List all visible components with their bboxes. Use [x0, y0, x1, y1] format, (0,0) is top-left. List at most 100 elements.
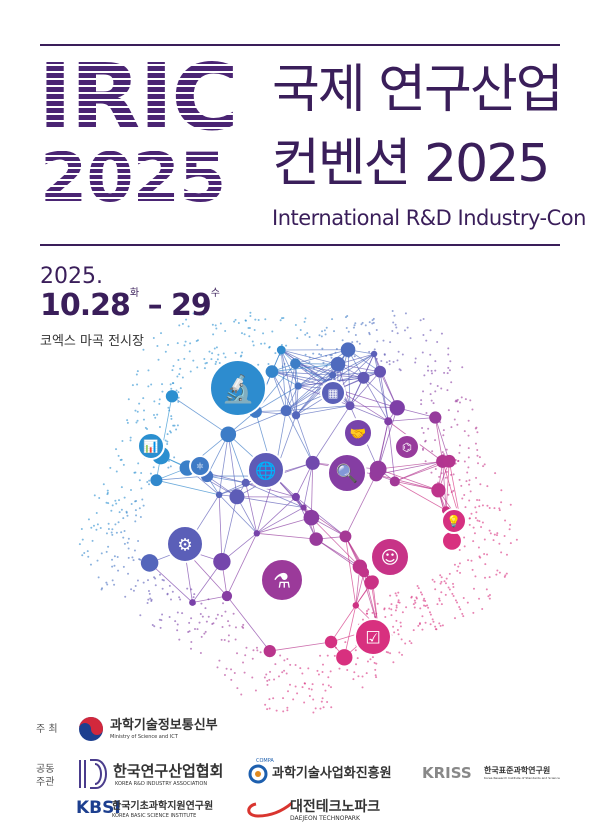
halo-dot — [118, 499, 121, 502]
halo-dot — [174, 620, 177, 623]
halo-dot — [259, 651, 262, 654]
halo-dot — [90, 526, 93, 529]
halo-dot — [224, 329, 227, 332]
halo-dot — [395, 604, 398, 607]
network-link — [218, 434, 229, 495]
halo-dot — [375, 662, 378, 665]
halo-dot — [115, 470, 118, 473]
halo-dot — [120, 508, 123, 511]
halo-dot — [371, 611, 374, 614]
halo-dot — [422, 334, 425, 337]
halo-dot — [447, 366, 450, 369]
network-node — [448, 536, 459, 547]
halo-dot — [496, 569, 499, 572]
network-node — [253, 530, 260, 537]
halo-dot — [117, 521, 120, 524]
atom-icon: ⚛ — [196, 462, 205, 473]
halo-dot — [433, 580, 436, 583]
halo-dot — [188, 350, 191, 353]
halo-dot — [154, 416, 157, 419]
halo-dot — [422, 448, 425, 451]
halo-dot — [169, 465, 172, 468]
halo-dot — [178, 596, 181, 599]
halo-dot — [199, 652, 202, 655]
halo-dot — [236, 652, 239, 655]
halo-dot — [440, 387, 443, 390]
halo-dot — [107, 545, 110, 548]
network-node — [389, 476, 400, 487]
halo-dot — [429, 353, 432, 356]
halo-dot — [87, 555, 90, 558]
network-node — [291, 492, 300, 502]
network-node — [241, 478, 250, 487]
halo-dot — [136, 383, 139, 386]
halo-dot — [136, 370, 139, 373]
halo-dot — [470, 559, 473, 562]
network-link — [171, 395, 229, 435]
halo-dot — [382, 339, 385, 342]
halo-dot — [447, 409, 450, 412]
halo-dot — [106, 583, 109, 586]
halo-dot — [428, 611, 431, 614]
halo-dot — [321, 697, 324, 700]
halo-dot — [266, 708, 269, 711]
halo-dot — [216, 613, 219, 616]
cohost-kriss-sub: Korea Research Institute of Standards an… — [484, 776, 560, 780]
halo-dot — [388, 363, 391, 366]
halo-dot — [446, 372, 449, 375]
halo-dot — [458, 451, 461, 454]
network-node — [442, 454, 456, 468]
halo-dot — [106, 489, 109, 492]
halo-dot — [244, 654, 247, 657]
halo-dot — [283, 659, 286, 662]
halo-dot — [399, 621, 402, 624]
network-node — [305, 455, 320, 470]
halo-dot — [368, 321, 371, 324]
network-link — [285, 374, 333, 411]
network-link — [256, 507, 304, 534]
halo-dot — [184, 340, 187, 343]
halo-dot — [280, 343, 283, 346]
network-node — [291, 411, 301, 420]
halo-dot — [329, 670, 332, 673]
halo-dot — [248, 326, 251, 329]
halo-dot — [445, 448, 448, 451]
halo-dot — [443, 371, 446, 374]
halo-dot — [219, 322, 222, 325]
halo-dot — [321, 663, 324, 666]
network-link — [377, 407, 398, 470]
cohost-kria-sub: KOREA R&D INDUSTRY ASSOCIATION — [115, 781, 208, 787]
halo-dot — [485, 588, 488, 591]
halo-dot — [467, 419, 470, 422]
halo-dot — [170, 415, 173, 418]
halo-dot — [504, 519, 507, 522]
halo-dot — [394, 609, 397, 612]
halo-dot — [222, 352, 225, 355]
network-node — [229, 489, 245, 505]
brain-head-node — [370, 537, 410, 577]
halo-dot — [147, 598, 150, 601]
halo-dot — [234, 318, 237, 321]
halo-dot — [442, 434, 445, 437]
halo-dot — [273, 678, 276, 681]
halo-dot — [312, 711, 315, 714]
halo-dot — [474, 575, 477, 578]
halo-dot — [478, 505, 481, 508]
halo-dot — [282, 697, 285, 700]
halo-dot — [448, 369, 451, 372]
halo-dot — [320, 353, 323, 356]
halo-dot — [444, 476, 447, 479]
network-link — [378, 460, 443, 470]
halo-dot — [92, 524, 95, 527]
halo-dot — [93, 494, 96, 497]
halo-dot — [458, 548, 461, 551]
halo-dot — [205, 620, 208, 623]
halo-dot — [129, 489, 132, 492]
halo-dot — [390, 608, 393, 611]
halo-dot — [354, 322, 357, 325]
halo-dot — [452, 585, 455, 588]
halo-dot — [171, 590, 174, 593]
halo-dot — [434, 628, 437, 631]
halo-dot — [171, 369, 174, 372]
halo-dot — [468, 523, 471, 526]
